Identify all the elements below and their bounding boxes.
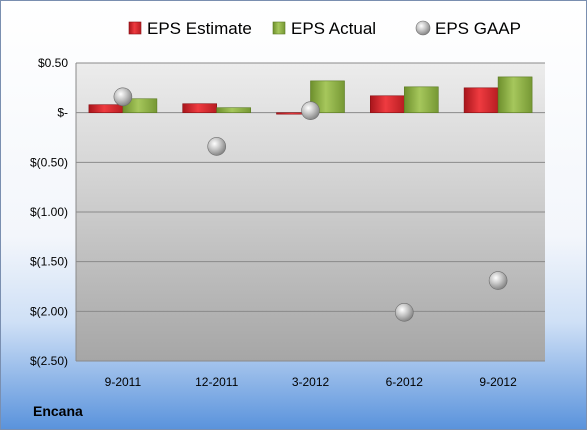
bar — [182, 103, 217, 113]
y-tick-label: $(1.00) — [30, 205, 68, 219]
point — [301, 101, 320, 120]
x-tick-label: 3-2012 — [292, 375, 330, 389]
point — [207, 137, 226, 156]
y-tick-label: $(1.50) — [30, 255, 68, 269]
point — [113, 87, 133, 107]
y-tick-label: $(2.50) — [30, 354, 68, 368]
y-tick-label: $- — [57, 106, 68, 120]
point — [394, 303, 414, 322]
bar — [369, 95, 405, 113]
bar — [88, 104, 124, 113]
x-tick-label: 6-2012 — [386, 375, 424, 389]
bar — [463, 87, 499, 113]
x-tick-label: 12-2011 — [195, 375, 238, 389]
x-tick-label: 9-2012 — [479, 375, 517, 389]
company-name: Encana — [33, 403, 83, 419]
bar — [216, 107, 251, 113]
series-eps-gaap — [113, 87, 508, 322]
legend-label: EPS Estimate — [147, 19, 252, 38]
legend-swatch — [272, 21, 286, 35]
series-eps-estimate — [88, 87, 499, 115]
legend-item: EPS GAAP — [415, 19, 521, 38]
y-tick-label: $(2.00) — [30, 304, 68, 318]
legend-swatch — [128, 21, 142, 35]
legend-label: EPS GAAP — [435, 19, 521, 38]
legend-item: EPS Actual — [272, 19, 376, 38]
legend-swatch — [415, 20, 431, 36]
y-tick-label: $(0.50) — [30, 155, 68, 169]
legend-item: EPS Estimate — [128, 19, 252, 38]
x-tick-label: 9-2011 — [105, 375, 142, 389]
bar — [497, 76, 533, 113]
point — [488, 271, 508, 290]
legend-label: EPS Actual — [291, 19, 376, 38]
y-tick-label: $0.50 — [38, 56, 68, 70]
bar — [403, 86, 439, 113]
